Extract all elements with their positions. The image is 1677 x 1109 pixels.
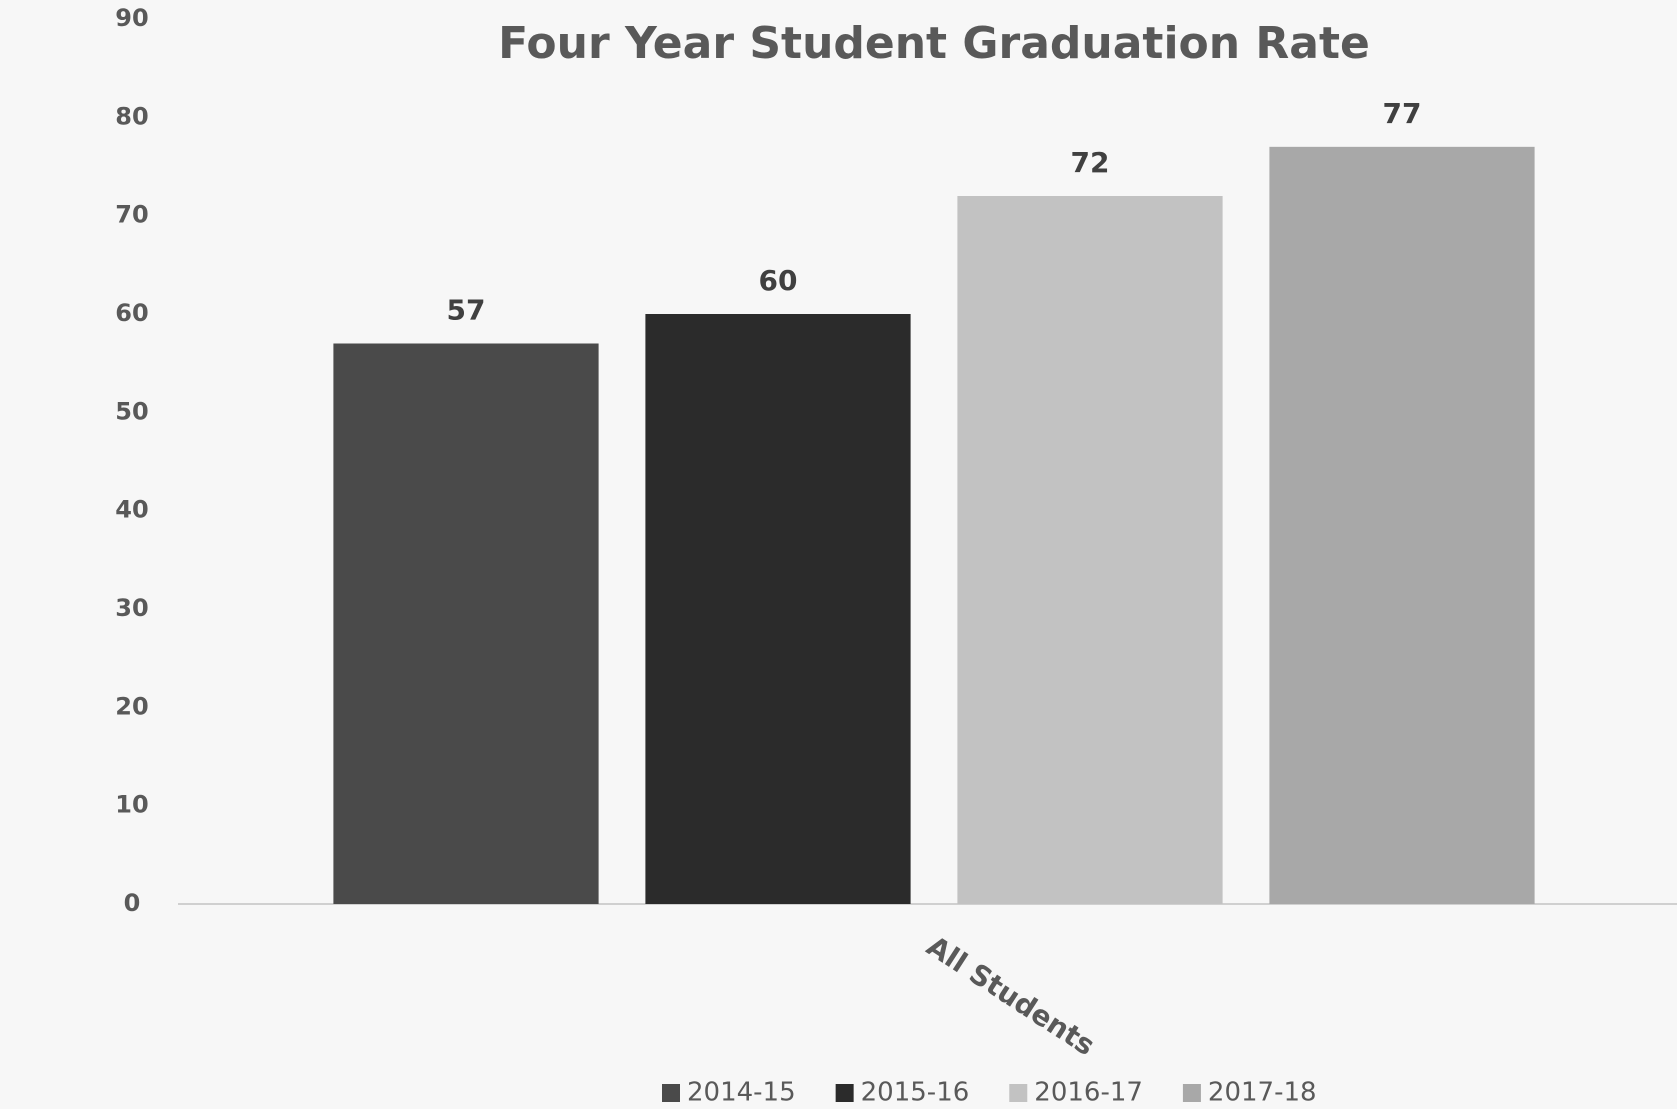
legend-label: 2015-16	[861, 1078, 970, 1108]
y-tick-label: 70	[115, 201, 148, 229]
bar	[333, 343, 599, 904]
y-tick-label: 50	[115, 397, 148, 425]
value-label: 60	[759, 264, 798, 297]
legend-swatch	[662, 1084, 680, 1102]
y-tick-label: 30	[115, 594, 148, 622]
bar	[645, 314, 911, 904]
bar	[957, 196, 1223, 904]
chart-title: Four Year Student Graduation Rate	[498, 18, 1370, 69]
legend-label: 2016-17	[1034, 1078, 1143, 1108]
y-tick-label: 90	[115, 4, 148, 32]
bar	[1269, 146, 1535, 905]
legend-label: 2014-15	[687, 1078, 796, 1108]
value-label: 72	[1071, 146, 1110, 179]
legend-swatch	[835, 1084, 854, 1102]
legend-label: 2017-18	[1208, 1078, 1317, 1108]
y-tick-label: 60	[115, 299, 148, 327]
y-tick-label: 10	[115, 791, 148, 819]
y-tick-label: 20	[115, 692, 148, 720]
y-tick-label: 0	[124, 889, 141, 917]
legend-swatch	[1182, 1084, 1201, 1102]
y-tick-label: 40	[115, 496, 148, 524]
legend-swatch	[1009, 1084, 1028, 1102]
y-tick-label: 80	[115, 102, 148, 130]
value-label: 57	[447, 294, 486, 327]
value-label: 77	[1383, 97, 1422, 130]
